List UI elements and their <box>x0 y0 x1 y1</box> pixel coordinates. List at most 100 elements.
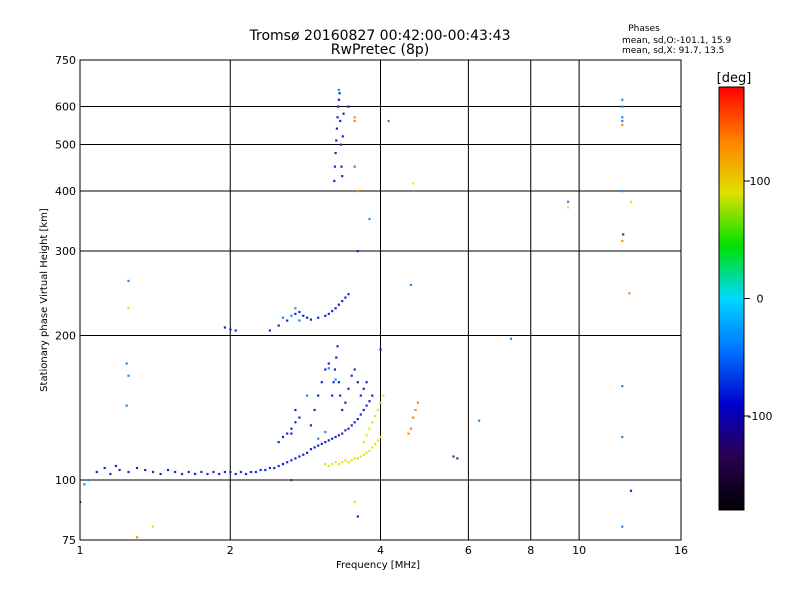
data-point <box>218 472 221 476</box>
data-point <box>317 444 320 447</box>
data-point <box>277 464 280 468</box>
data-point <box>286 319 289 322</box>
data-point <box>281 316 285 319</box>
stats-x-line: mean, sd,X: 91.7, 13.5 <box>622 46 724 56</box>
data-point <box>409 283 412 287</box>
data-point <box>259 468 262 472</box>
data-point <box>376 439 379 442</box>
data-point <box>629 489 633 492</box>
data-point <box>273 466 276 470</box>
data-point <box>353 368 356 371</box>
data-point <box>356 381 359 384</box>
x-axis-label: Frequency [MHz] <box>336 560 420 571</box>
data-point <box>379 435 382 439</box>
data-point <box>339 143 342 146</box>
data-point <box>337 434 340 437</box>
x-tick-label: 2 <box>227 544 234 557</box>
data-point <box>365 404 368 407</box>
data-point <box>379 401 382 404</box>
data-point <box>337 463 340 466</box>
data-point <box>290 314 293 317</box>
data-point <box>344 459 347 462</box>
data-point <box>356 250 359 253</box>
data-point <box>621 525 624 528</box>
data-point <box>290 432 293 435</box>
stats-o-line: mean, sd,O:-101.1, 15.9 <box>622 36 732 46</box>
data-point <box>339 394 342 397</box>
data-point <box>320 381 323 384</box>
data-point <box>567 206 570 209</box>
data-point <box>95 470 98 474</box>
x-tick-label: 6 <box>465 544 472 557</box>
data-point <box>324 368 327 371</box>
data-point <box>368 427 371 430</box>
data-point <box>359 413 362 416</box>
data-point <box>135 466 139 470</box>
y-tick-label: 200 <box>55 330 76 343</box>
data-point <box>268 466 271 470</box>
data-point <box>333 179 336 183</box>
data-point <box>341 175 344 178</box>
data-point <box>341 461 344 464</box>
data-point <box>341 300 344 303</box>
data-point <box>368 449 371 453</box>
data-point <box>350 374 353 377</box>
data-point <box>294 457 297 460</box>
data-point <box>331 394 334 397</box>
data-point <box>194 472 197 476</box>
data-point <box>118 468 121 472</box>
y-tick-label: 75 <box>62 534 76 547</box>
y-axis-label: Stationary phase Virtual Height [km] <box>39 208 50 392</box>
colorbar-tick-label: 0 <box>757 293 764 306</box>
data-point <box>362 408 365 412</box>
data-point <box>336 116 339 119</box>
data-point <box>353 421 356 424</box>
data-point <box>281 463 285 466</box>
data-point <box>294 312 297 315</box>
data-point <box>317 316 320 319</box>
data-point <box>290 427 293 430</box>
data-point <box>356 457 359 460</box>
data-point <box>223 470 226 474</box>
data-point <box>317 394 320 397</box>
data-point <box>320 442 323 445</box>
data-point <box>337 88 340 91</box>
data-point <box>306 316 309 319</box>
data-point <box>166 468 170 472</box>
colorbar-tick-label: -100 <box>748 410 773 423</box>
data-point <box>268 329 271 332</box>
data-point <box>249 470 253 474</box>
data-point <box>159 472 162 476</box>
data-point <box>621 119 624 123</box>
x-axis-ticks: 1 2 4 6 8 10 16 <box>77 544 689 557</box>
data-point <box>353 457 356 460</box>
data-point <box>621 123 624 126</box>
x-tick-label: 8 <box>527 544 534 557</box>
data-point <box>379 348 382 351</box>
data-point <box>327 464 330 468</box>
data-point <box>212 470 215 474</box>
data-point <box>341 432 344 435</box>
data-point <box>294 408 297 412</box>
data-point <box>347 105 350 108</box>
chart-subtitle: RwPretec (8p) <box>331 42 429 58</box>
data-point <box>109 472 112 476</box>
data-point <box>376 408 379 412</box>
chart-title: Tromsø 20160827 00:42:00-00:43:43 <box>249 28 511 44</box>
data-point <box>374 414 377 418</box>
data-point <box>334 152 337 155</box>
data-point <box>114 464 118 468</box>
data-point <box>103 466 106 470</box>
data-point <box>334 435 337 439</box>
data-point <box>286 432 289 435</box>
data-point <box>350 459 353 462</box>
data-point <box>180 472 184 476</box>
data-point <box>621 98 624 101</box>
data-point <box>127 470 130 474</box>
data-point <box>306 451 309 454</box>
data-point <box>298 310 301 314</box>
y-tick-label: 600 <box>55 101 76 114</box>
data-point <box>353 165 356 168</box>
data-point <box>234 472 237 476</box>
data-point <box>151 525 155 528</box>
